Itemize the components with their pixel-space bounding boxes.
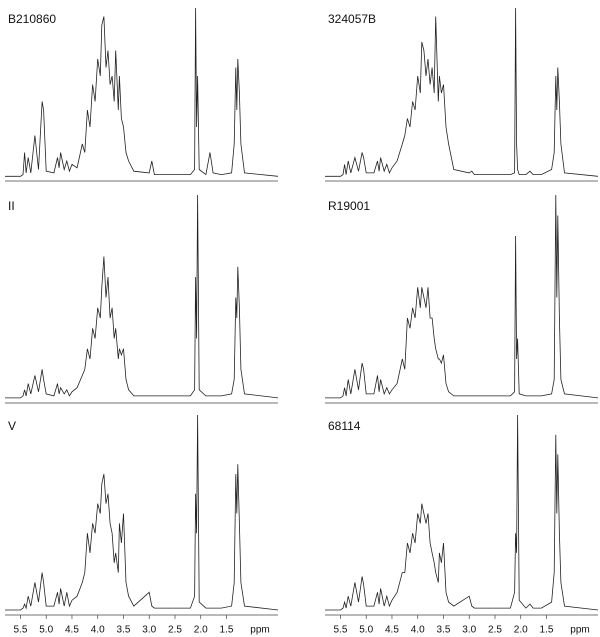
panel-label: 324057B — [328, 12, 376, 26]
panel-label: II — [8, 199, 15, 213]
x-tick-label: 5.5 — [13, 625, 27, 636]
x-tick-label: 2.5 — [168, 625, 182, 636]
x-tick-label: 5.0 — [359, 625, 373, 636]
x-tick-label: 1.5 — [540, 625, 554, 636]
panel-label: R19001 — [328, 199, 370, 213]
x-tick-label: 4.5 — [65, 625, 79, 636]
x-tick-label: 4.0 — [411, 625, 425, 636]
x-tick-label: 3.5 — [117, 625, 131, 636]
panel-label: 68114 — [328, 419, 361, 433]
spectrum-line — [5, 414, 279, 611]
x-tick-label: 3.5 — [437, 625, 451, 636]
spectrum-line — [325, 7, 599, 177]
x-tick-label: 3.0 — [462, 625, 476, 636]
spectrum-line — [5, 7, 279, 177]
x-tick-label: 1.5 — [220, 625, 234, 636]
x-axis-label: ppm — [250, 625, 269, 636]
x-tick-label: 4.5 — [385, 625, 399, 636]
panel-label: B210860 — [8, 12, 56, 26]
x-tick-label: 5.0 — [39, 625, 53, 636]
x-tick-label: 4.0 — [91, 625, 105, 636]
x-tick-label: 2.0 — [514, 625, 528, 636]
spectrum-line — [5, 194, 279, 399]
x-tick-label: 3.0 — [142, 625, 156, 636]
x-tick-label: 2.5 — [488, 625, 502, 636]
spectrum-line — [325, 414, 599, 611]
x-tick-label: 5.5 — [333, 625, 347, 636]
panel-label: V — [8, 419, 16, 433]
x-tick-label: 2.0 — [194, 625, 208, 636]
x-axis-label: ppm — [570, 625, 589, 636]
spectrum-line — [325, 194, 599, 399]
